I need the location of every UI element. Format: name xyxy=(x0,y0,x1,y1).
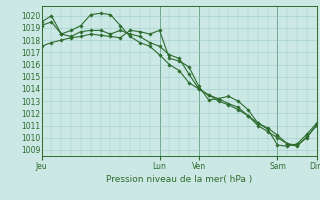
X-axis label: Pression niveau de la mer( hPa ): Pression niveau de la mer( hPa ) xyxy=(106,175,252,184)
